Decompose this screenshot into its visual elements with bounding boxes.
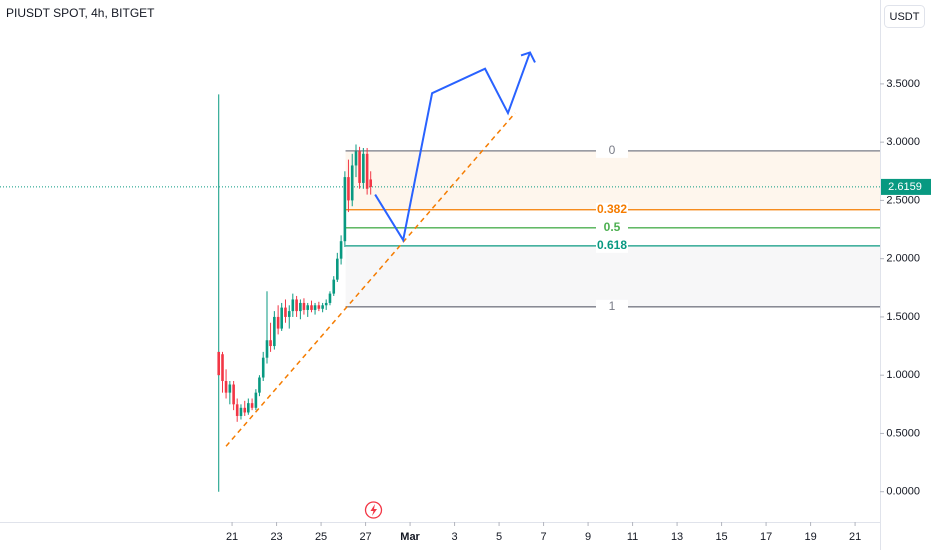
x-tick-label: 23 [270,531,282,543]
candle-body [324,302,328,306]
x-tick-label: 11 [627,531,638,543]
candle-body [291,299,295,312]
y-tick-label: 3.5000 [886,78,920,90]
event-bolt[interactable] [370,504,378,516]
x-tick-label: 7 [541,531,547,543]
fib-label-bg [596,238,628,253]
candle-body [328,293,332,303]
candle-body [239,407,243,416]
candle-body [221,354,224,382]
y-tick-label: 2.5000 [886,194,920,206]
x-tick-label: 21 [849,531,861,543]
x-tick-label: 21 [226,531,238,543]
fib-label: 0.618 [597,238,627,252]
x-tick-label: 13 [671,531,683,543]
projection-arrow [520,51,536,63]
candle-body [306,305,310,310]
fib-label-bg [596,299,628,314]
currency-label[interactable]: USDT [890,11,920,23]
candle-body [343,177,347,242]
candle-body [317,305,321,309]
candle-body [224,381,228,393]
candle-body [243,407,247,413]
candle-body [250,403,254,408]
candle-body [261,357,265,378]
candle-body [358,151,361,183]
candle-body [332,279,336,294]
candle-body [369,179,372,187]
candle-body [269,340,272,347]
x-tick-label: 17 [760,531,772,543]
chart-title: PIUSDT SPOT, 4h, BITGET [6,6,155,20]
candle-body [295,299,298,312]
x-tick-label: 15 [715,531,727,543]
fib-zone [345,150,881,210]
y-tick-label: 0.0000 [886,486,920,498]
candle-body [347,177,350,201]
x-tick-label: 3 [452,531,458,543]
candle-body [336,258,339,280]
fib-label: 0.382 [597,202,627,216]
candle-body [350,165,354,201]
candle-body [232,384,235,405]
y-tick-label: 1.0000 [886,369,920,381]
x-tick-label: 19 [804,531,816,543]
y-tick-label: 0.5000 [886,427,920,439]
trendline [225,112,516,447]
candle-body [299,302,302,312]
candle-body [254,392,258,408]
events-icon[interactable] [364,501,383,519]
fib-label-bg [596,143,628,158]
candle-body [276,316,280,329]
candle-body [354,151,358,166]
fib-label-bg [596,202,628,217]
candle-body [310,305,313,310]
fib-label: 0.5 [604,220,621,234]
candle-body [247,403,250,413]
x-tick-label: Mar [400,531,420,543]
candle-body [284,307,287,317]
candle-body [217,351,221,376]
plot: 0.0000 0.5000 1.0000 1.5000 2.0000 2.5000 3.00… [0,51,931,543]
candle-body [313,305,317,310]
last-price-label: 2.6159 [888,181,922,193]
candle-body [287,311,291,317]
x-tick-label: 25 [315,531,327,543]
currency-button[interactable] [884,5,925,28]
projection-path [374,52,531,243]
fib-label: 1 [609,299,616,313]
candle-body [265,340,269,358]
candle-body [362,153,365,183]
y-tick-label: 3.0000 [886,136,920,148]
x-tick-label: 27 [359,531,371,543]
candle-body [365,153,369,189]
candle-body [258,377,261,393]
candle-body [228,384,232,393]
fib-label-bg [596,220,628,235]
candle-body [302,302,306,310]
candle-body [273,316,276,347]
candle-body [321,305,324,309]
x-tick-label: 9 [585,531,591,543]
candle-body [235,404,239,416]
fib-label: 0 [609,143,616,157]
last-price-badge [881,178,931,195]
x-tick-label: 5 [496,531,502,543]
candle-body [280,307,283,329]
fib-zone [345,245,881,307]
y-tick-label: 2.0000 [886,253,920,265]
y-tick-label: 1.5000 [886,311,920,323]
candle-body [339,241,343,259]
